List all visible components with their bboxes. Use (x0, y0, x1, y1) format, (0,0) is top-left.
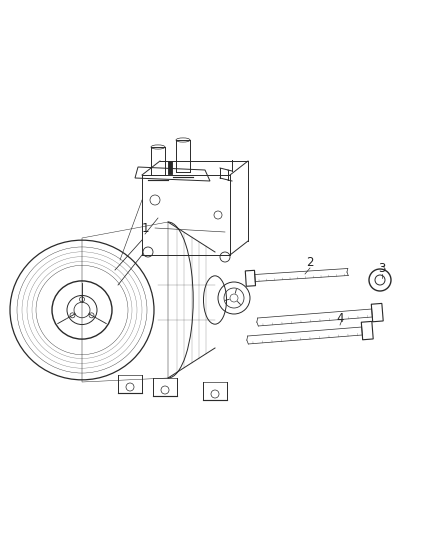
Ellipse shape (375, 275, 385, 285)
Text: 3: 3 (378, 262, 386, 274)
Polygon shape (361, 321, 373, 340)
Polygon shape (371, 303, 383, 322)
Text: 4: 4 (336, 311, 344, 325)
Ellipse shape (369, 269, 391, 291)
Polygon shape (245, 270, 255, 286)
Text: 2: 2 (306, 255, 314, 269)
Text: 1: 1 (141, 222, 149, 235)
